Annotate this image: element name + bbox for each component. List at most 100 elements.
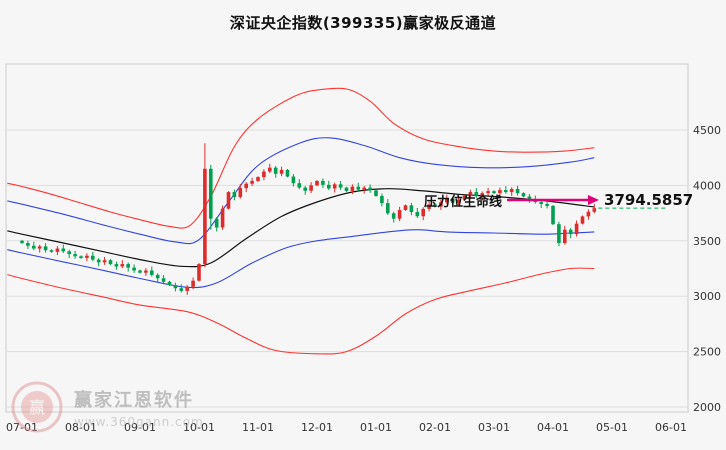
candle <box>32 241 36 251</box>
candle <box>356 182 361 192</box>
candle <box>43 243 48 253</box>
candle <box>380 193 384 207</box>
candle <box>568 228 573 239</box>
candle <box>362 185 366 194</box>
candle <box>102 256 107 265</box>
pressure-line-value: 3794.5857 <box>604 191 694 209</box>
candle <box>285 169 290 178</box>
candle <box>203 143 207 268</box>
candle <box>167 280 172 287</box>
candle <box>344 186 349 192</box>
candle <box>37 244 42 253</box>
candle <box>527 194 532 203</box>
candle <box>427 201 431 212</box>
pressure-arrow-icon <box>507 195 600 205</box>
candle <box>96 257 101 267</box>
chart-title: 深证央企指数(399335)赢家极反通道 <box>229 14 497 32</box>
candle <box>132 264 136 273</box>
candle <box>220 205 225 230</box>
candle <box>91 251 95 262</box>
x-axis-label: 11-01 <box>242 421 274 434</box>
candle <box>498 187 502 197</box>
channel-line-inner-upper-blue <box>7 137 595 245</box>
candle <box>179 284 184 293</box>
candle <box>303 185 307 195</box>
candle <box>108 259 113 265</box>
candle <box>374 189 378 197</box>
candle <box>291 174 296 187</box>
gann-seal-logo-icon: 赢 <box>11 381 63 433</box>
y-axis-label: 4500 <box>693 124 721 137</box>
candle <box>350 184 355 195</box>
candle <box>238 184 243 199</box>
candle <box>338 181 343 191</box>
watermark: 赢 赢家江恩软件 www.360gann.com <box>10 380 204 434</box>
candle <box>415 208 420 218</box>
candle <box>85 253 89 262</box>
candle <box>67 249 71 259</box>
x-axis-label: 05-01 <box>596 421 628 434</box>
candle <box>138 269 142 274</box>
candle <box>250 177 254 187</box>
candle <box>55 246 60 256</box>
x-axis-label: 09-01 <box>124 421 156 434</box>
pressure-line-label: 压力位生命线 <box>424 194 503 210</box>
x-axis-label: 12-01 <box>301 421 333 434</box>
candle <box>492 190 496 195</box>
candle <box>450 197 455 207</box>
candle <box>315 180 319 187</box>
candle <box>456 196 461 206</box>
candle <box>386 199 390 215</box>
x-axis-label: 08-01 <box>65 421 97 434</box>
y-axis-label: 4000 <box>693 179 721 192</box>
y-axis-label: 3500 <box>693 235 721 248</box>
candle <box>433 203 437 208</box>
candle <box>185 285 189 295</box>
candle <box>155 273 160 283</box>
candle <box>551 205 555 226</box>
candle <box>191 277 195 290</box>
candle <box>279 166 284 177</box>
candle <box>468 189 473 199</box>
candle <box>150 266 154 277</box>
candle <box>409 202 414 216</box>
candle <box>297 179 302 190</box>
channel-line-outer-upper-red <box>7 87 595 229</box>
x-axis-label: 10-01 <box>183 421 215 434</box>
candle <box>214 216 219 232</box>
candle <box>327 180 331 191</box>
svg-text:赢: 赢 <box>29 398 45 417</box>
x-axis-label: 06-01 <box>655 421 687 434</box>
candle <box>61 244 66 253</box>
candle <box>226 191 231 210</box>
candle <box>120 260 125 269</box>
pressure-line-annotation: 压力位生命线 3794.5857 <box>424 189 693 211</box>
candle <box>445 194 449 204</box>
candle <box>161 275 166 285</box>
candle <box>397 206 402 222</box>
channel-line-outer-lower-red <box>7 267 595 355</box>
candle <box>462 194 467 201</box>
candle <box>273 166 278 178</box>
candle <box>309 182 313 194</box>
candle <box>209 164 213 230</box>
candle <box>539 200 543 209</box>
candle <box>268 163 272 174</box>
grid-layer: 2000 2500 3000 3500 4000 4500 07-01 08-01 09-01 1… <box>5 63 721 434</box>
x-axis-label: 04-01 <box>537 421 569 434</box>
candle <box>515 185 520 196</box>
candle <box>504 186 508 194</box>
candle <box>49 249 54 253</box>
candle <box>20 239 24 244</box>
y-axis-label: 2000 <box>693 401 721 414</box>
candle <box>403 204 408 211</box>
candle <box>439 199 443 210</box>
candle <box>144 268 148 276</box>
candle <box>262 169 266 181</box>
channel-lines-layer <box>7 87 595 355</box>
candle <box>557 221 561 247</box>
candles-layer <box>20 143 597 295</box>
candle <box>79 255 83 259</box>
candle <box>521 192 526 198</box>
